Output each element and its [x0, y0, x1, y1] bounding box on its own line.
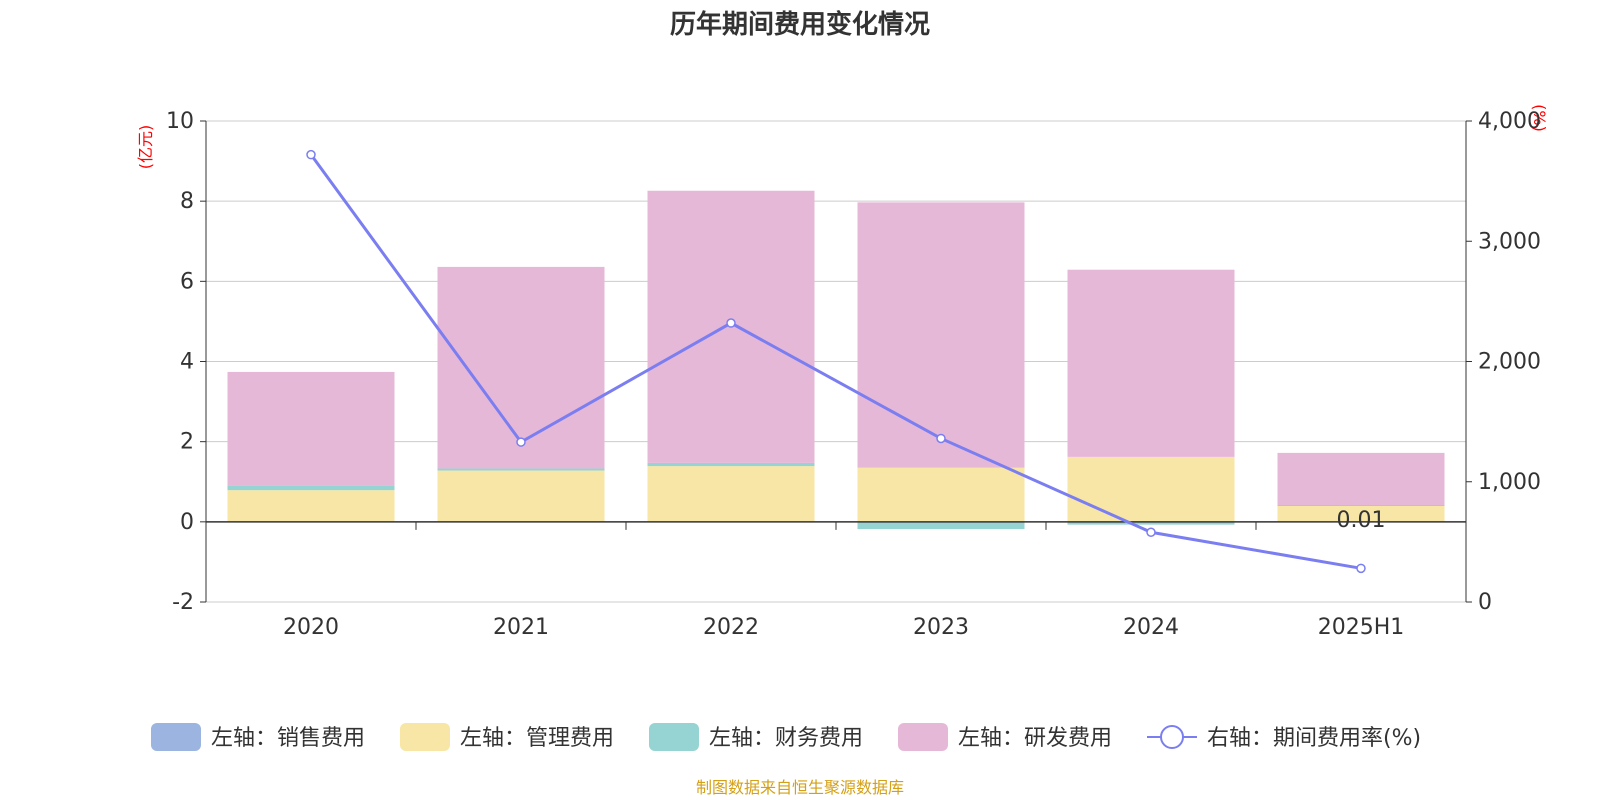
bar-segment: [1067, 269, 1235, 457]
left-axis-tick-label: 8: [180, 189, 194, 214]
left-axis-tick-label: 10: [166, 109, 194, 134]
legend-label: 左轴：研发费用: [958, 726, 1112, 751]
rate-point: [936, 433, 946, 444]
legend-label: 左轴：财务费用: [709, 726, 863, 751]
category-label: 2025H1: [1318, 615, 1405, 640]
bar-segment: [437, 468, 605, 471]
bar-segment: [647, 466, 815, 522]
line-series: [306, 149, 1366, 574]
grid-lines: [206, 120, 1466, 603]
legend-swatch: [649, 723, 699, 751]
right-axis-tick-label: 0: [1478, 590, 1492, 615]
legend-swatch: [400, 723, 450, 751]
legend: 左轴：销售费用 左轴：管理费用 左轴：财务费用 左轴：研发费用 右轴：期间费用率(%): [151, 723, 1421, 751]
rate-point: [306, 149, 316, 160]
bar-segment: [857, 467, 1025, 522]
right-axis-tick-label: 4,000: [1478, 109, 1541, 134]
source-note: 制图数据来自恒生聚源数据库: [696, 778, 904, 797]
bar-segment: [1277, 504, 1445, 506]
bar-segment: [1067, 456, 1235, 522]
category-label: 2022: [703, 615, 759, 640]
bar-segment: [1067, 521, 1235, 525]
left-axis-unit: (亿元): [136, 125, 155, 170]
rate-point: [726, 318, 736, 328]
rate-point: [516, 437, 526, 447]
right-axis-unit: (%): [1530, 104, 1549, 132]
legend-swatch: [898, 723, 948, 751]
rate-line: [309, 153, 1362, 570]
bar-segment: [857, 521, 1025, 530]
legend-label: 右轴：期间费用率(%): [1207, 726, 1421, 751]
legend-marker: [1160, 725, 1184, 749]
bar-segment: [857, 202, 1025, 468]
category-label: 2023: [913, 615, 969, 640]
legend-label: 左轴：管理费用: [460, 726, 614, 751]
bar-segment: [647, 462, 815, 467]
rate-point: [1146, 527, 1156, 538]
bar-segment: [227, 485, 395, 491]
legend-label: 左轴：销售费用: [211, 726, 365, 751]
category-label: 2021: [493, 615, 549, 640]
rate-point: [1356, 563, 1366, 574]
right-axis-tick-label: 3,000: [1478, 229, 1541, 254]
category-label: 2024: [1123, 615, 1179, 640]
chart-title: 历年期间费用变化情况: [670, 9, 930, 40]
axes: -2 0 2 4 6 8 10 0 1,000 2,000 3,000 4,000 2020 2021 20…: [166, 109, 1541, 640]
left-axis-tick-label: 0: [180, 510, 194, 535]
right-axis-tick-label: 2,000: [1478, 350, 1541, 375]
left-axis-tick-label: -2: [172, 590, 194, 615]
category-label: 2020: [283, 615, 339, 640]
left-axis-tick-label: 6: [180, 269, 194, 294]
left-axis-tick-label: 4: [180, 350, 194, 375]
bar-segment: [1277, 505, 1445, 522]
left-axis-tick-label: 2: [180, 430, 194, 455]
legend-swatch: [151, 723, 201, 751]
data-label: 0.01: [1337, 508, 1386, 533]
bar-segment: [1277, 452, 1445, 505]
bar-segment: [227, 371, 395, 486]
right-axis-tick-label: 1,000: [1478, 470, 1541, 495]
bar-segment: [227, 490, 395, 522]
bar-series: [227, 190, 1445, 530]
bar-segment: [437, 470, 605, 522]
